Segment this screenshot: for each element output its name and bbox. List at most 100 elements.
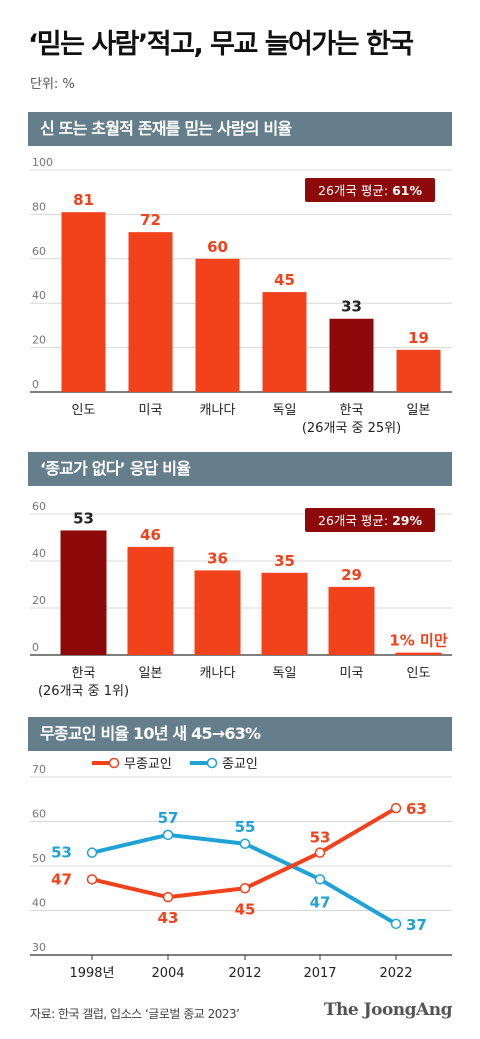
data-point [162, 829, 174, 841]
series-value-label: 45 [235, 900, 256, 918]
y-tick-label: 0 [32, 378, 39, 391]
data-point [86, 874, 98, 885]
belief-bar-chart: 0 20 40 60 80 100 81 인도 72 미국 60 캐나다 45 독일 33 한국 (26개국 중… [30, 156, 452, 436]
bar-value-label: 36 [207, 549, 228, 567]
average-badge-text: 26개국 평균: 61% [318, 183, 422, 198]
y-tick-label: 0 [32, 641, 39, 654]
x-tick-label: 2017 [303, 966, 336, 981]
bar-value-label: 35 [274, 552, 295, 570]
category-label: 독일 [273, 403, 297, 418]
chart3-title: 무종교인 비율 10년 새 45→63% [28, 717, 452, 751]
bar-value-label: 53 [73, 509, 94, 527]
category-label: 미국 [340, 666, 364, 681]
series-value-label: 55 [235, 818, 256, 836]
category-label: 일본 [407, 403, 431, 418]
category-sublabel: (26개국 중 1위) [38, 684, 129, 699]
category-label: 캐나다 [200, 666, 236, 681]
series-value-label: 53 [310, 829, 331, 847]
category-label: 인도 [72, 403, 96, 418]
x-tick-label: 2004 [151, 966, 184, 981]
y-tick-label: 20 [32, 594, 46, 607]
average-badge-text: 26개국 평균: 29% [318, 513, 422, 528]
series-value-label: 53 [51, 844, 72, 862]
page-title: ‘믿는 사람’적고, 무교 늘어가는 한국 [28, 29, 414, 60]
bar-value-label: 46 [140, 526, 161, 544]
series-value-label: 47 [51, 870, 72, 888]
bar-value-label: 81 [73, 191, 94, 209]
bar-value-label: 45 [274, 271, 295, 289]
bar [60, 530, 107, 655]
bar [195, 258, 240, 392]
unit-label: 단위: % [30, 77, 75, 92]
series-value-label: 57 [158, 809, 179, 827]
bar [329, 318, 374, 392]
data-point [314, 874, 326, 885]
chart2-title: ‘종교가 없다’ 응답 비율 [28, 452, 452, 486]
bar [128, 232, 173, 392]
category-label: 인도 [407, 666, 431, 681]
category-label: 독일 [273, 666, 297, 681]
y-tick-label: 40 [32, 897, 46, 910]
bar [261, 572, 308, 655]
bar [194, 570, 241, 655]
category-sublabel: (26개국 중 25위) [302, 421, 401, 436]
x-tick-label: 1998년 [69, 966, 114, 981]
data-point [390, 918, 402, 930]
category-label: 미국 [139, 403, 163, 418]
series-value-label: 37 [406, 916, 427, 934]
series-value-label: 63 [406, 800, 427, 818]
average-badge-label: 26개국 평균: [318, 183, 392, 198]
category-label: 일본 [139, 666, 163, 681]
bar [396, 349, 441, 392]
bar [328, 586, 375, 655]
y-tick-label: 60 [32, 808, 46, 821]
bar [262, 292, 307, 392]
no-religion-bar-chart: 0 20 40 60 53 한국 (26개국 중 1위) 46 일본 36 캐나다 35 독일 29 미국 1… [30, 500, 452, 699]
bar-value-label: 29 [341, 566, 362, 584]
series-value-label: 47 [310, 893, 331, 911]
data-point [239, 883, 251, 894]
category-label: 캐나다 [200, 403, 236, 418]
data-point [314, 847, 326, 858]
data-point [239, 838, 251, 849]
chart1-title: 신 또는 초월적 존재를 믿는 사람의 비율 [28, 112, 452, 146]
series-value-label: 43 [158, 909, 179, 927]
data-point [86, 847, 98, 858]
y-tick-label: 60 [32, 500, 46, 513]
bar-value-label: 72 [140, 211, 161, 229]
y-tick-label: 80 [32, 200, 46, 213]
y-tick-label: 30 [32, 941, 46, 954]
bar [127, 546, 174, 655]
bar [395, 652, 442, 655]
y-tick-label: 70 [32, 763, 46, 776]
legend-label: 무종교인 [124, 757, 172, 772]
y-tick-label: 100 [32, 156, 53, 169]
bar-value-label: 19 [408, 329, 429, 347]
legend-marker [206, 757, 218, 769]
y-tick-label: 20 [32, 334, 46, 347]
publisher-logo: The JoongAng [323, 1000, 453, 1020]
y-tick-label: 60 [32, 245, 46, 258]
average-badge-value: 29% [392, 513, 422, 528]
x-tick-label: 2022 [379, 966, 412, 981]
average-badge-label: 26개국 평균: [318, 513, 392, 528]
bar [61, 212, 106, 392]
bar-value-label: 33 [341, 298, 362, 316]
x-tick-label: 2012 [228, 966, 261, 981]
category-label: 한국 [340, 403, 364, 418]
average-badge [305, 508, 435, 532]
data-point [390, 802, 402, 814]
bar-value-label: 1% 미만 [389, 632, 447, 650]
legend-label: 종교인 [222, 757, 258, 772]
average-badge [305, 178, 435, 202]
bar-value-label: 60 [207, 238, 228, 256]
religion-trend-line-chart: 30 40 50 60 70 1998년 2004 2012 2017 2022 47 43 45 53 6… [30, 757, 452, 981]
y-tick-label: 40 [32, 547, 46, 560]
y-tick-label: 50 [32, 852, 46, 865]
source-note: 자료: 한국 갤럽, 입소스 ‘글로벌 종교 2023’ [30, 1007, 240, 1021]
category-label: 한국 [72, 666, 96, 681]
y-tick-label: 40 [32, 289, 46, 302]
legend-marker [108, 757, 120, 769]
data-point [162, 891, 174, 903]
average-badge-value: 61% [392, 183, 422, 198]
